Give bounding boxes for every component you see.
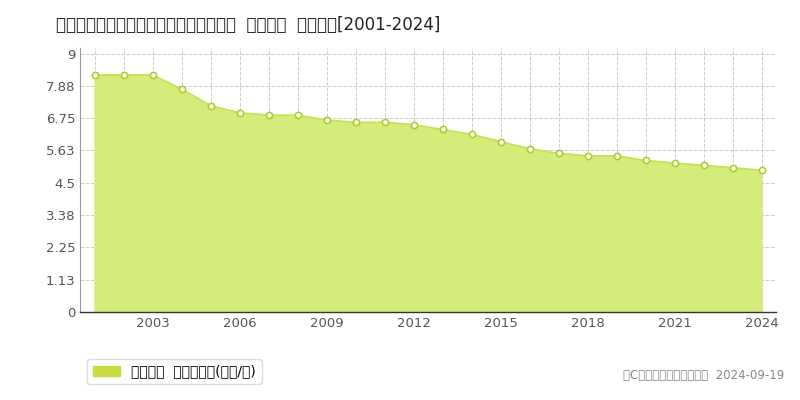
Text: （C）土地価格ドットコム  2024-09-19: （C）土地価格ドットコム 2024-09-19 (622, 369, 784, 382)
Text: 鳥取県鳥取市久末字東土居２１７番１外  基準地価  地価推移[2001-2024]: 鳥取県鳥取市久末字東土居２１７番１外 基準地価 地価推移[2001-2024] (56, 16, 440, 34)
Legend: 基準地価  平均坪単価(万円/坪): 基準地価 平均坪単価(万円/坪) (87, 359, 262, 384)
